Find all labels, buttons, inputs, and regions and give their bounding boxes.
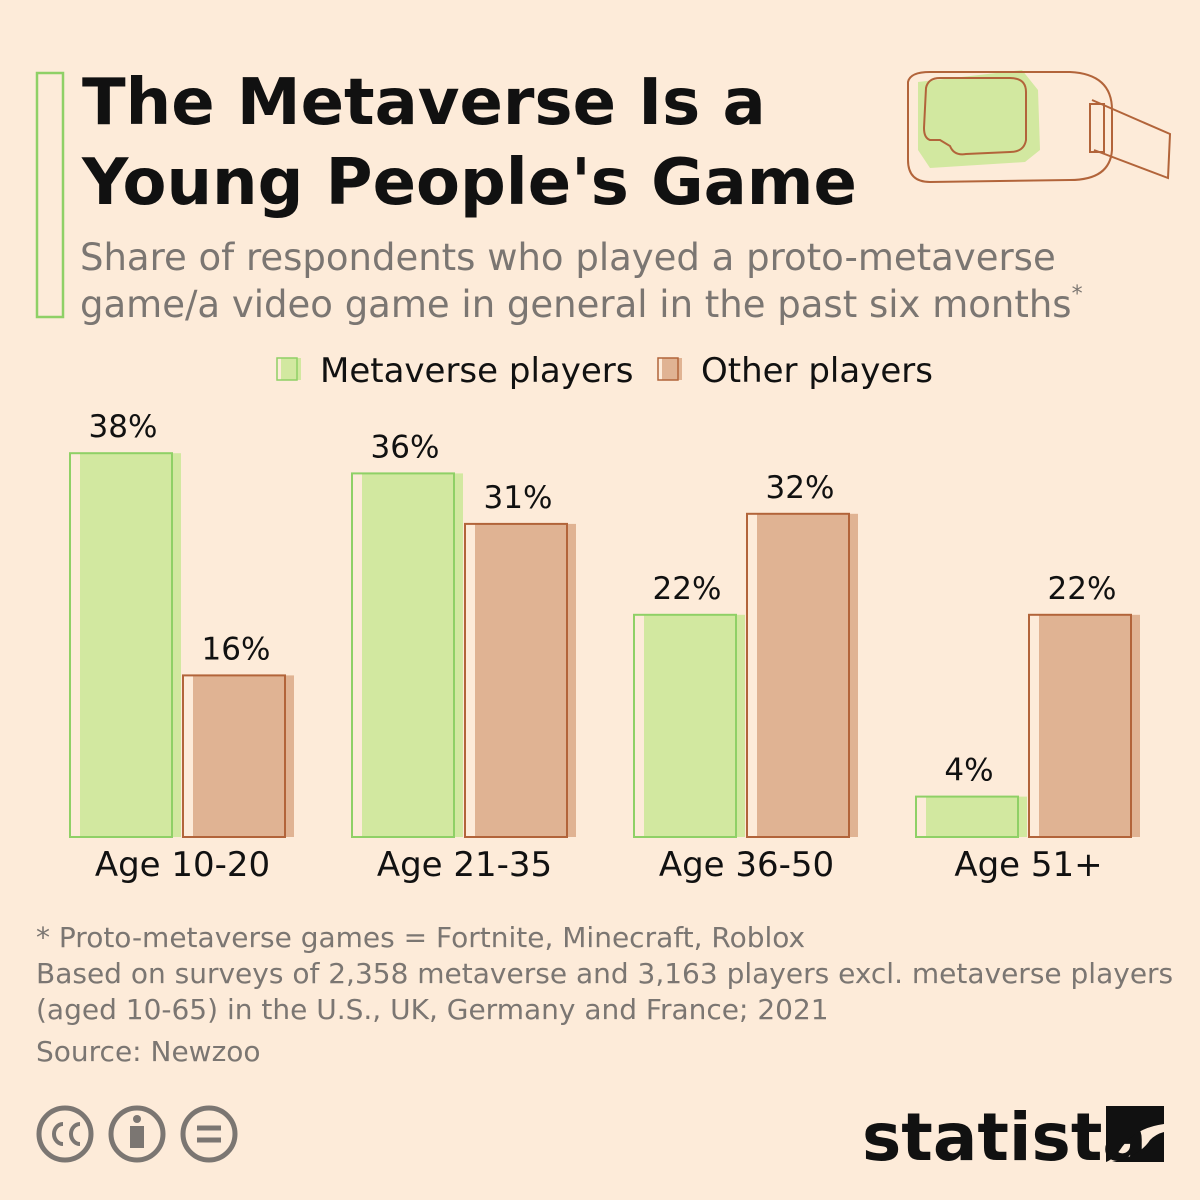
- bar-outline: [633, 613, 737, 838]
- license-icons: [36, 1105, 238, 1163]
- x-tick-label: Age 51+: [954, 845, 1102, 885]
- bar-outline: [1028, 613, 1132, 838]
- chart-title: Young People's Game: [81, 146, 857, 220]
- bar: [757, 513, 858, 837]
- bar: [362, 473, 463, 837]
- x-tick-label: Age 36-50: [659, 845, 834, 885]
- bar-outline: [351, 472, 455, 838]
- data-label: 32%: [766, 470, 835, 506]
- x-tick-label: Age 10-20: [95, 845, 270, 885]
- legend-swatch: [281, 358, 301, 380]
- accent-bar: [35, 71, 65, 319]
- bar: [926, 796, 1027, 837]
- bar-outline: [464, 522, 568, 839]
- data-label: 31%: [484, 480, 553, 516]
- data-label: 36%: [371, 429, 440, 465]
- data-label: 22%: [1048, 571, 1117, 607]
- data-label: 16%: [202, 631, 271, 667]
- legend-swatch: [662, 358, 682, 380]
- bar-outline: [182, 674, 286, 839]
- brand-logo: statista: [862, 1099, 1147, 1176]
- brand-mark: [1106, 1106, 1164, 1162]
- bar: [80, 453, 181, 837]
- data-label: 22%: [653, 571, 722, 607]
- bar-outline: [69, 452, 173, 838]
- bar: [644, 614, 745, 837]
- data-label: 4%: [944, 753, 993, 789]
- vr-headset-icon: [907, 70, 1172, 184]
- footnote: * Proto-metaverse games = Fortnite, Mine…: [36, 921, 805, 954]
- subtitle: game/a video game in general in the past…: [80, 282, 1083, 326]
- plot-area: 38% 16% Age 10-20 36% 31% Age 21-35 22% 32% Age …: [69, 409, 1140, 885]
- subtitle-marker: *: [1072, 282, 1083, 307]
- subtitle: Share of respondents who played a proto-…: [80, 236, 1056, 279]
- chart-title: The Metaverse Is a: [82, 66, 766, 140]
- legend: Metaverse players Other players: [276, 351, 933, 391]
- bar-outline: [746, 512, 850, 838]
- legend-label: Other players: [701, 351, 933, 391]
- footnote: (aged 10-65) in the U.S., UK, Germany an…: [36, 993, 829, 1026]
- legend-swatch-outline: [276, 357, 298, 381]
- footnote: Based on surveys of 2,358 metaverse and …: [36, 957, 1173, 990]
- bar: [1039, 614, 1140, 837]
- legend-swatch-outline: [657, 357, 679, 381]
- source: Source: Newzoo: [36, 1035, 261, 1068]
- subtitle-line: game/a video game in general in the past…: [80, 283, 1072, 326]
- data-label: 38%: [89, 409, 158, 445]
- legend-label: Metaverse players: [320, 351, 633, 391]
- x-tick-label: Age 21-35: [377, 845, 552, 885]
- bar-outline: [915, 795, 1019, 838]
- bar: [193, 675, 294, 837]
- bar: [475, 523, 576, 837]
